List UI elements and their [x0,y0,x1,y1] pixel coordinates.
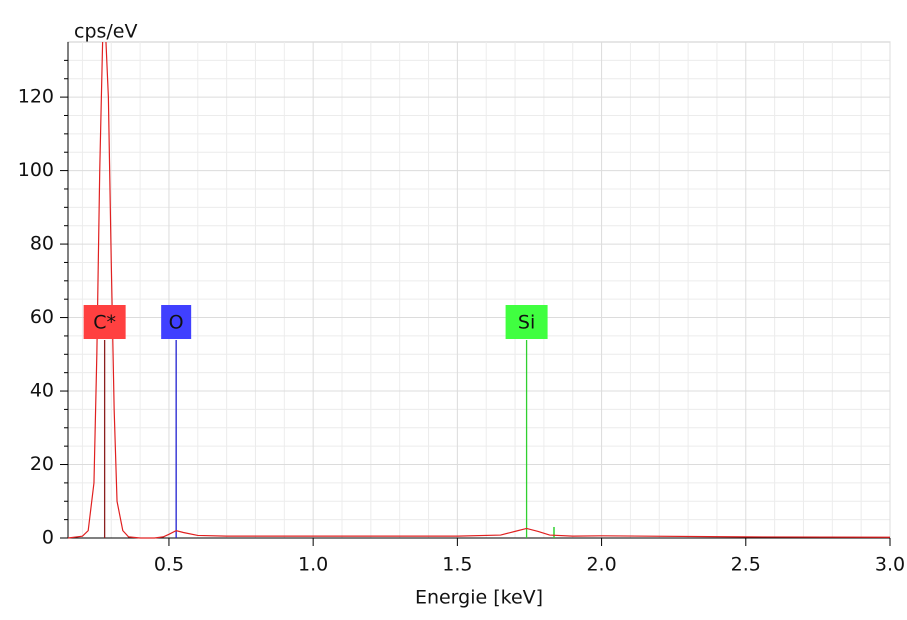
element-label: Si [518,312,535,334]
element-label: O [169,312,184,334]
y-tick-label: 120 [18,86,54,108]
y-axis-label: cps/eV [74,21,138,43]
element-label-box [83,305,126,339]
plot-content [68,42,890,539]
x-tick-label: 3.0 [875,554,905,576]
y-tick-label: 60 [30,306,54,328]
x-tick-label: 2.0 [586,554,616,576]
element-label-box [161,305,192,339]
y-tick-label: 40 [30,380,54,402]
element-label: C* [93,312,116,334]
y-tick-label: 0 [42,527,54,549]
x-axis-label: Energie [keV] [415,587,543,609]
spectrum-line [68,42,890,539]
y-tick-label: 100 [18,159,54,181]
y-tick-label: 20 [30,453,54,475]
element-label-box [505,305,548,339]
x-tick-label: 0.5 [154,554,184,576]
x-tick-label: 2.5 [731,554,761,576]
x-tick-label: 1.5 [442,554,472,576]
y-tick-label: 80 [30,233,54,255]
plot-area [67,41,891,539]
x-tick-label: 1.0 [298,554,328,576]
